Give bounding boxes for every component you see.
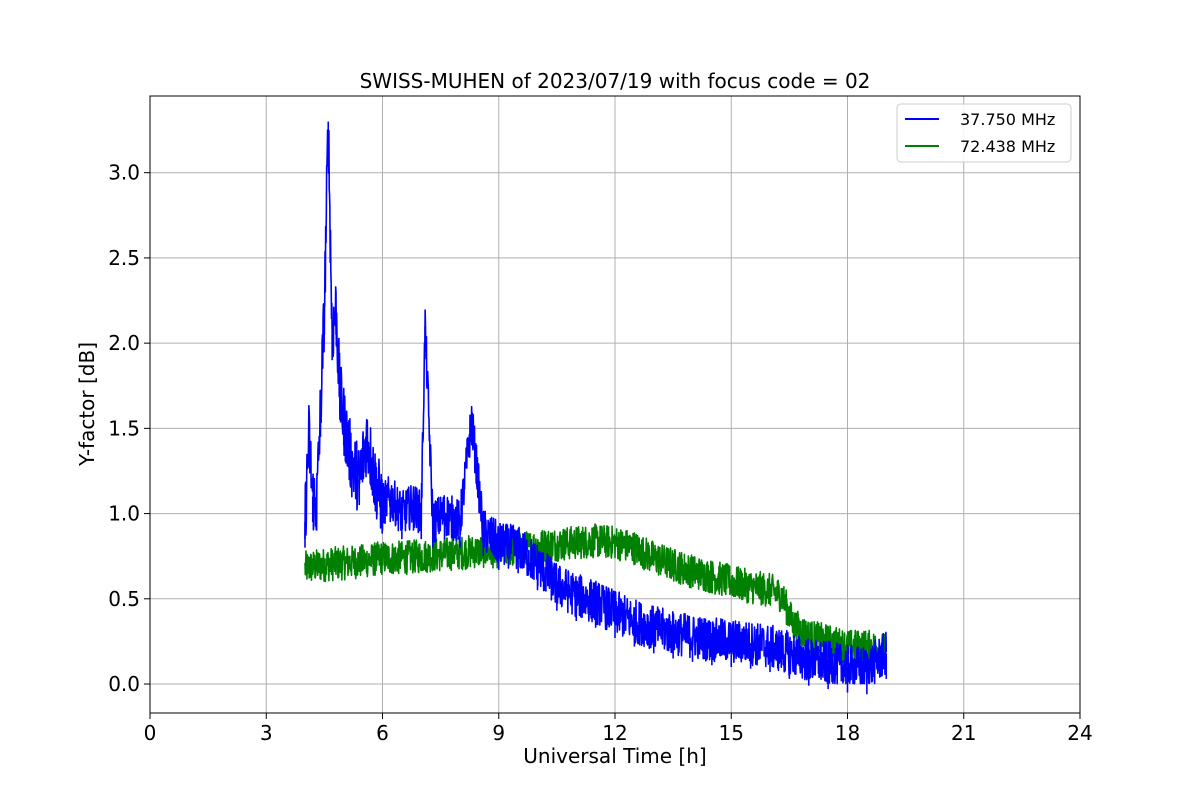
x-tick-label: 0	[144, 721, 157, 745]
y-tick-label: 2.0	[108, 331, 140, 355]
x-axis-label: Universal Time [h]	[523, 744, 706, 768]
x-tick-label: 6	[376, 721, 389, 745]
y-tick-label: 0.5	[108, 587, 140, 611]
y-axis-label: Y-factor [dB]	[75, 342, 99, 467]
legend-label-series-2: 72.438 MHz	[960, 137, 1055, 156]
y-tick-label: 1.5	[108, 416, 140, 440]
x-tick-label: 9	[492, 721, 505, 745]
x-tick-label: 24	[1067, 721, 1092, 745]
x-tick-label: 3	[260, 721, 273, 745]
x-tick-label: 15	[719, 721, 744, 745]
x-tick-label: 18	[835, 721, 860, 745]
y-tick-label: 0.0	[108, 672, 140, 696]
legend: 37.750 MHz 72.438 MHz	[896, 103, 1072, 163]
x-axis-ticks: 0 3 6 9 12 15 18 21 24	[144, 713, 1093, 745]
x-tick-label: 12	[602, 721, 627, 745]
series-line-37-750-mhz	[304, 129, 888, 685]
x-tick-label: 21	[951, 721, 976, 745]
chart-title: SWISS-MUHEN of 2023/07/19 with focus cod…	[360, 69, 871, 93]
legend-label-series-1: 37.750 MHz	[960, 110, 1055, 129]
y-tick-label: 2.5	[108, 246, 140, 270]
series-line-72-438-mhz	[304, 523, 888, 667]
y-tick-label: 3.0	[108, 161, 140, 185]
legend-frame	[896, 103, 1072, 163]
y-tick-label: 1.0	[108, 502, 140, 526]
plot-series	[304, 121, 888, 695]
y-axis-ticks: 0.0 0.5 1.0 1.5 2.0 2.5 3.0	[108, 161, 150, 696]
